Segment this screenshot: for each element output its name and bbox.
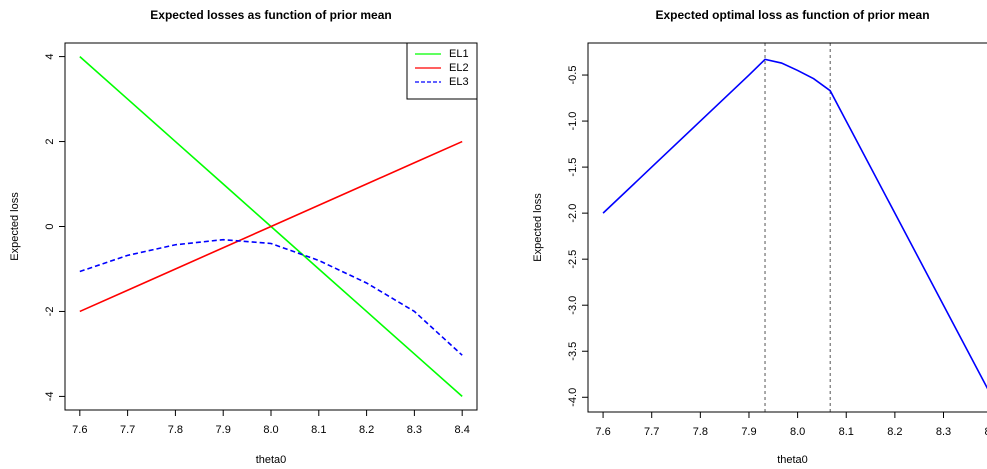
y-tick-label: -2.0 <box>567 204 579 223</box>
x-tick-label: 8.2 <box>359 424 374 436</box>
series-line <box>79 238 463 356</box>
plot-frame <box>587 42 987 413</box>
y-tick-label: -4 <box>44 392 56 402</box>
x-tick-label: 7.9 <box>216 424 231 436</box>
x-axis-label: theta0 <box>256 454 287 466</box>
x-tick-label: 7.8 <box>168 424 183 436</box>
y-tick-label: -1.5 <box>567 158 579 177</box>
x-tick-label: 8.4 <box>455 424 470 436</box>
x-tick-label: 8.1 <box>311 424 326 436</box>
y-tick-label: -2.5 <box>567 250 579 269</box>
series-line <box>79 140 463 313</box>
x-tick-label: 8.1 <box>839 426 854 438</box>
x-axis-label: theta0 <box>777 454 808 466</box>
x-tick-label: 7.6 <box>72 424 87 436</box>
y-axis-label: Expected loss <box>532 193 544 262</box>
x-tick-label: 8.2 <box>887 426 902 438</box>
x-tick-label: 7.7 <box>120 424 135 436</box>
legend-label: EL3 <box>449 76 469 88</box>
y-tick-label: -1.0 <box>567 112 579 131</box>
chart-title: Expected optimal loss as function of pri… <box>655 8 929 22</box>
y-tick-label: 0 <box>44 223 56 229</box>
series-line <box>602 58 987 390</box>
x-tick-label: 8.3 <box>936 426 951 438</box>
x-tick-label: 8.0 <box>263 424 278 436</box>
y-tick-label: -4.0 <box>567 388 579 407</box>
y-tick-label: -3.0 <box>567 296 579 315</box>
y-axis-label: Expected loss <box>9 192 21 261</box>
legend-box <box>406 42 478 100</box>
x-tick-label: 7.7 <box>644 426 659 438</box>
x-tick-label: 8.3 <box>407 424 422 436</box>
plot-frame <box>64 42 478 411</box>
legend-label: EL1 <box>449 48 469 60</box>
y-tick-label: -3.5 <box>567 342 579 361</box>
y-tick-label: -2 <box>44 307 56 317</box>
x-tick-label: 8.4 <box>984 426 987 438</box>
legend-label: EL2 <box>449 62 469 74</box>
x-tick-label: 8.0 <box>790 426 805 438</box>
y-tick-label: -0.5 <box>567 66 579 85</box>
chart-title: Expected losses as function of prior mea… <box>150 8 391 22</box>
x-tick-label: 7.8 <box>693 426 708 438</box>
x-tick-label: 7.9 <box>741 426 756 438</box>
y-tick-label: 4 <box>44 54 56 60</box>
x-tick-label: 7.6 <box>595 426 610 438</box>
y-tick-label: 2 <box>44 138 56 144</box>
